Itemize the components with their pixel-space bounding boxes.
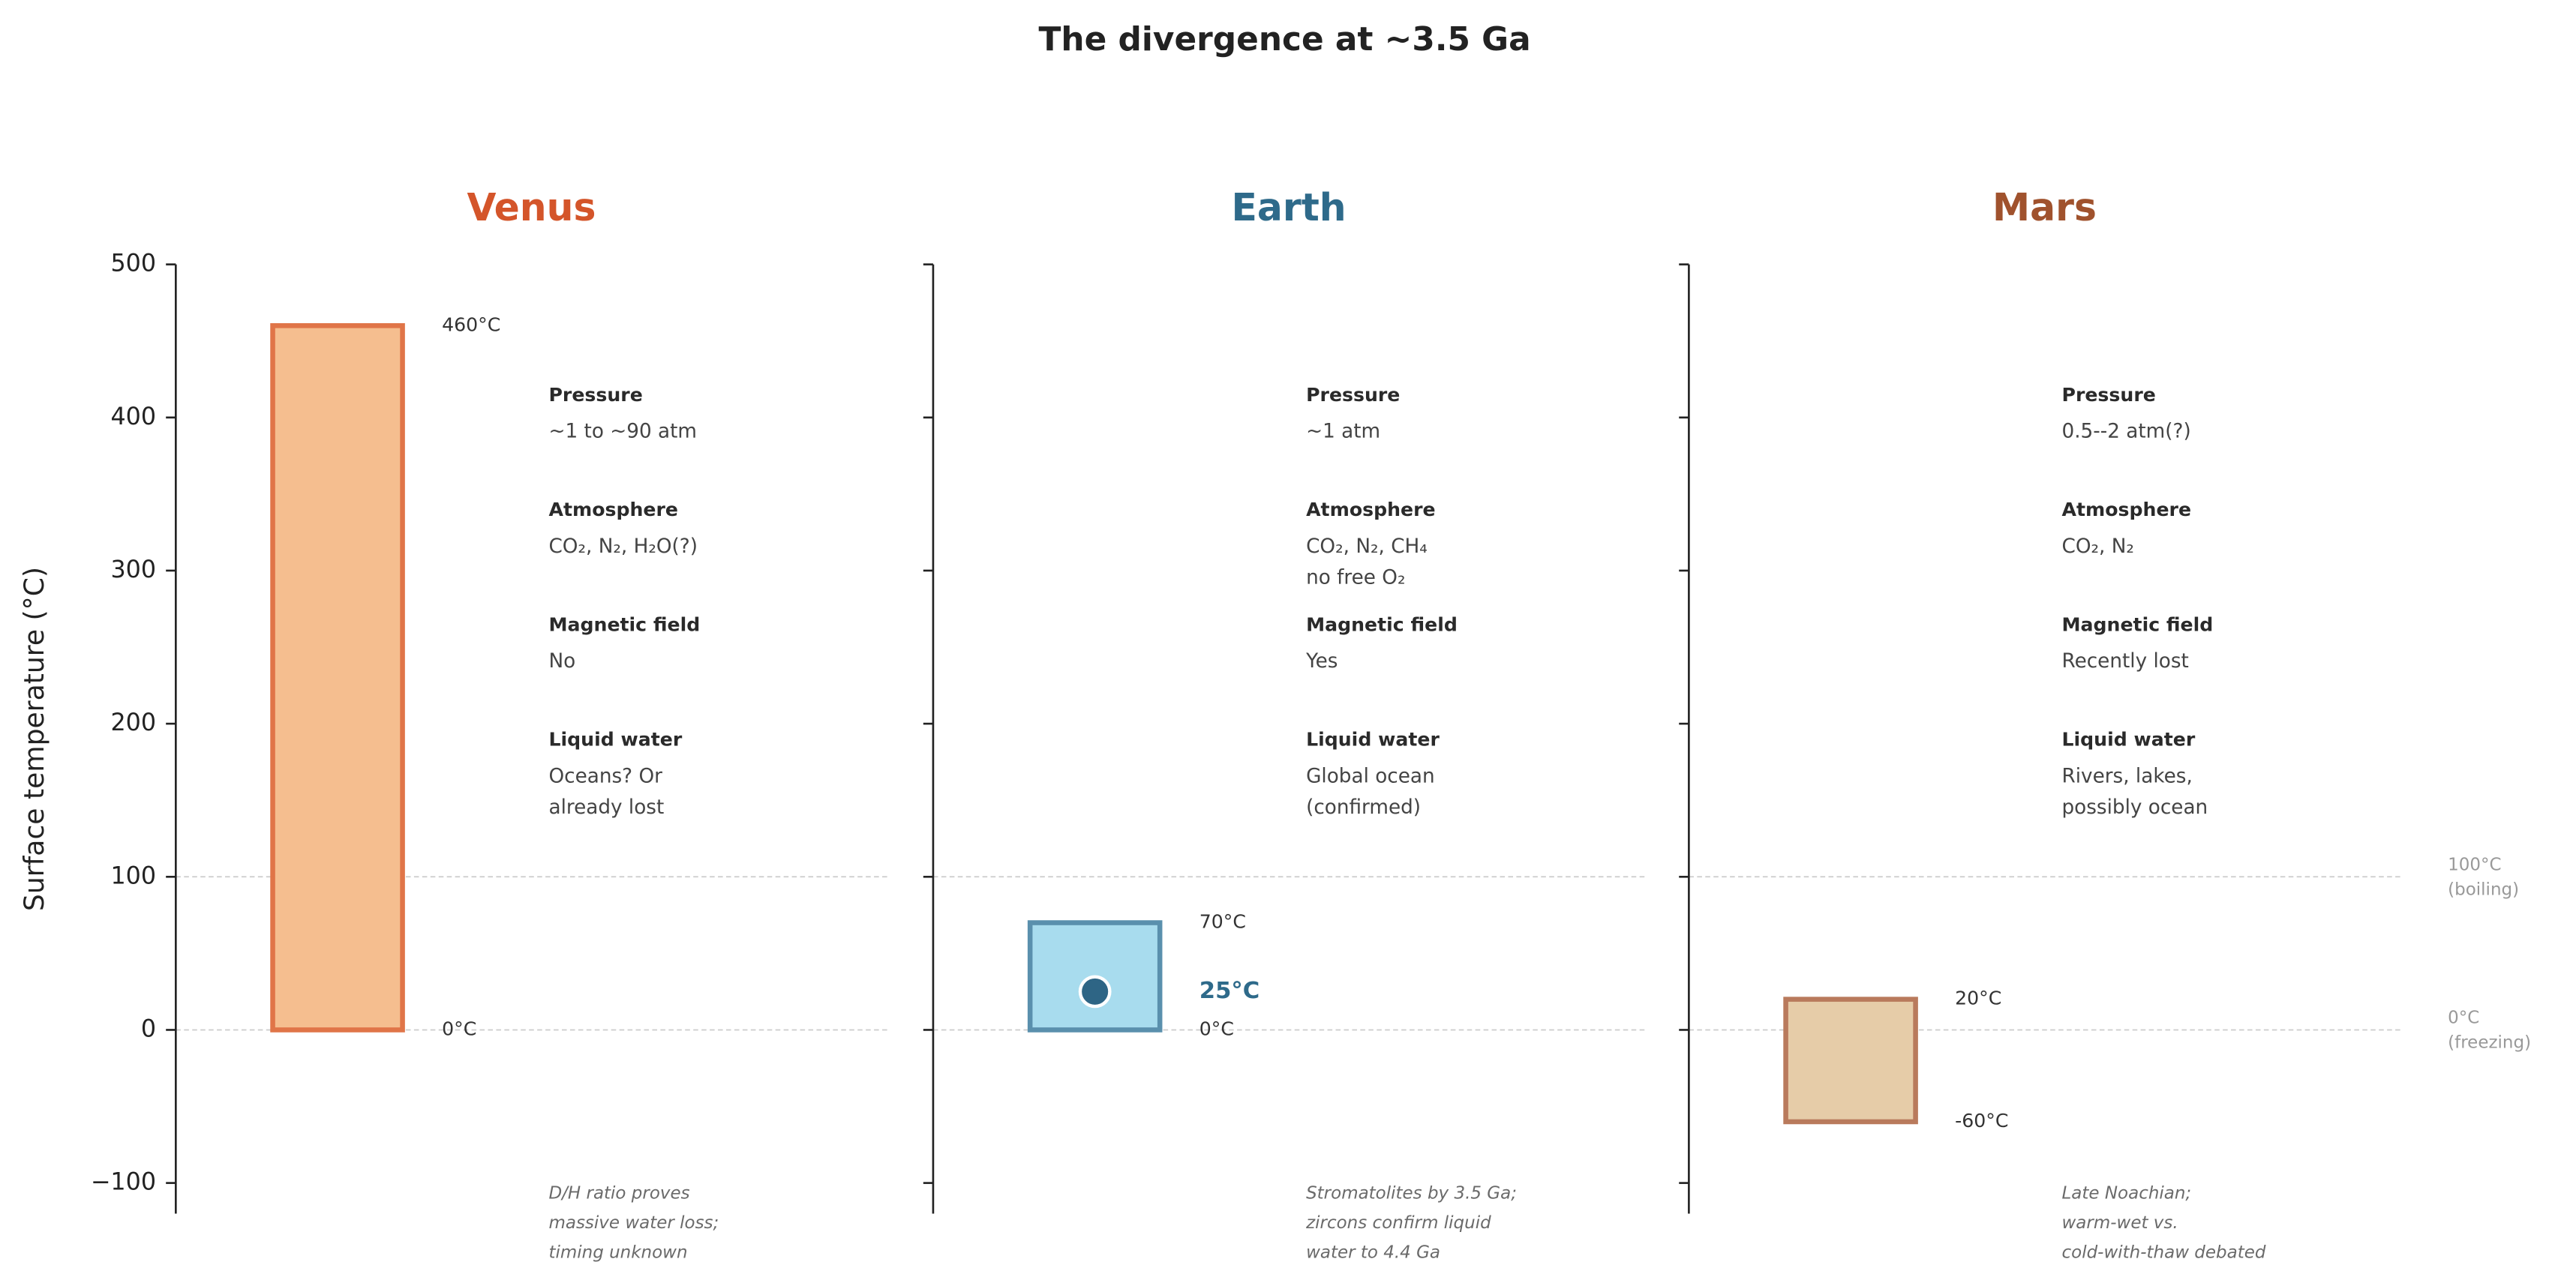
y-tick-label: 0 <box>141 1015 156 1042</box>
note: cold-with-thaw debated <box>2062 1243 2266 1263</box>
fact-value: already lost <box>548 796 664 819</box>
fact-value: Recently lost <box>2062 650 2189 673</box>
fact-label: Magnetic field <box>548 613 700 635</box>
note: warm-wet vs. <box>2062 1213 2178 1233</box>
fact-label: Pressure <box>548 384 642 406</box>
note: zircons confirm liquid <box>1305 1213 1491 1233</box>
note: timing unknown <box>548 1243 687 1263</box>
fact-value: Global ocean <box>1306 765 1435 787</box>
fact-value: CO₂, N₂ <box>2062 535 2134 558</box>
fact-label: Magnetic field <box>1306 613 1458 635</box>
fact-label: Pressure <box>2062 384 2156 406</box>
fact-label: Atmosphere <box>1306 499 1436 520</box>
range-bar <box>270 322 405 1033</box>
note: Stromatolites by 3.5 Ga; <box>1306 1184 1517 1204</box>
y-tick-label: 300 <box>110 556 156 583</box>
panel-title: Venus <box>467 185 596 229</box>
fact-label: Liquid water <box>1306 729 1440 751</box>
y-tick-label: 500 <box>110 250 156 277</box>
fact-value: Rivers, lakes, <box>2062 765 2193 787</box>
panel-title: Mars <box>1992 185 2097 229</box>
reference-label: (boiling) <box>2448 880 2519 899</box>
range-label: -60°C <box>1955 1110 2008 1132</box>
fact-value: CO₂, N₂, H₂O(?) <box>548 535 698 558</box>
note: water to 4.4 Ga <box>1306 1243 1440 1263</box>
reference-label: 100°C <box>2448 855 2501 874</box>
y-tick-label: 400 <box>110 403 156 430</box>
point-label: 25°C <box>1199 978 1260 1004</box>
y-tick-label: 100 <box>110 862 156 889</box>
note: Late Noachian; <box>2062 1184 2192 1204</box>
panel-title: Earth <box>1232 185 1347 229</box>
point-marker <box>1078 975 1112 1009</box>
fact-label: Magnetic field <box>2062 613 2214 635</box>
range-bar <box>1783 997 1918 1125</box>
fact-label: Pressure <box>1306 384 1400 406</box>
fact-value: No <box>548 650 575 673</box>
fact-value: Yes <box>1305 650 1338 673</box>
range-label: 70°C <box>1199 911 1246 933</box>
y-tick-label: −100 <box>91 1169 156 1196</box>
chart-title: The divergence at ~3.5 Ga <box>1039 20 1531 58</box>
fact-value: ~1 to ~90 atm <box>548 420 697 442</box>
fact-value: (confirmed) <box>1306 796 1421 819</box>
reference-label: 0°C <box>2448 1009 2479 1028</box>
range-label: 20°C <box>1955 988 2001 1009</box>
fact-value: 0.5--2 atm(?) <box>2062 420 2191 442</box>
fact-label: Liquid water <box>548 729 682 751</box>
note: massive water loss; <box>548 1213 719 1233</box>
fact-label: Atmosphere <box>548 499 678 520</box>
range-label: 0°C <box>442 1018 476 1039</box>
fact-value: Oceans? Or <box>548 765 662 787</box>
fact-value: ~1 atm <box>1306 420 1380 442</box>
fact-label: Liquid water <box>2062 729 2196 751</box>
range-label: 460°C <box>442 313 500 335</box>
fact-value: no free O₂ <box>1306 566 1405 589</box>
fact-label: Atmosphere <box>2062 499 2192 520</box>
reference-label: (freezing) <box>2448 1033 2531 1052</box>
y-tick-label: 200 <box>110 709 156 736</box>
fact-value: CO₂, N₂, CH₄ <box>1306 535 1428 558</box>
note: D/H ratio proves <box>548 1184 689 1204</box>
range-label: 0°C <box>1199 1018 1234 1039</box>
y-axis-label: Surface temperature (°C) <box>18 567 50 911</box>
fact-value: possibly ocean <box>2062 796 2208 819</box>
